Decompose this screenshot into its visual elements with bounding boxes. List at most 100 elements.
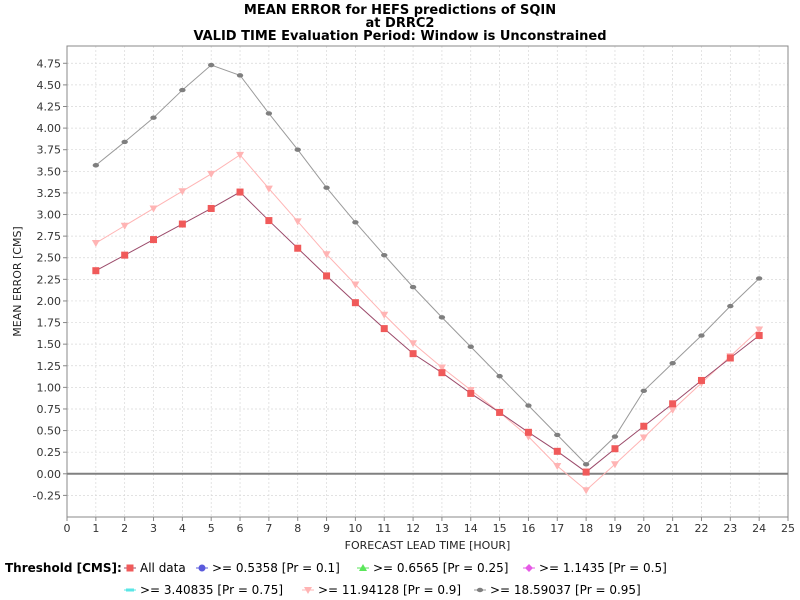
legend-label: >= 0.5358 [Pr = 0.1] (212, 561, 340, 575)
data-point (438, 315, 446, 320)
data-point (554, 432, 561, 438)
data-point (150, 236, 158, 244)
data-point (639, 434, 648, 442)
legend-item: >= 11.94128 [Pr = 0.9] (302, 583, 461, 597)
data-point (524, 428, 532, 436)
data-point (236, 188, 244, 196)
series-6 (92, 62, 763, 467)
data-point (467, 344, 474, 349)
data-point (178, 220, 186, 228)
data-point (755, 326, 764, 334)
data-point (409, 284, 417, 290)
series-line (95, 191, 760, 473)
legend-label: >= 1.1435 [Pr = 0.5] (539, 561, 667, 575)
x-tick-label: 19 (608, 522, 622, 535)
x-tick-label: 12 (406, 522, 420, 535)
data-point (640, 422, 648, 430)
data-point (409, 350, 417, 358)
y-tick-label: 0.00 (37, 468, 62, 481)
data-point (582, 487, 591, 495)
data-point (553, 447, 561, 455)
data-point (726, 354, 734, 362)
data-point (207, 170, 216, 178)
y-tick-label: -0.25 (33, 489, 61, 502)
x-tick-label: 16 (521, 522, 535, 535)
data-point (120, 222, 129, 230)
legend-marker (304, 587, 312, 594)
y-tick-label: 0.75 (37, 403, 62, 416)
data-point (207, 204, 215, 212)
legend-item: >= 0.5358 [Pr = 0.1] (196, 561, 340, 575)
x-tick-label: 24 (752, 522, 766, 535)
y-tick-label: 2.00 (37, 295, 62, 308)
data-point (380, 325, 388, 333)
data-point (755, 276, 763, 281)
data-point (496, 373, 503, 379)
data-point (323, 272, 331, 280)
data-point (669, 360, 676, 366)
x-tick-label: 3 (150, 522, 157, 535)
legend-title: Threshold [CMS]: (5, 561, 122, 575)
data-point (92, 163, 100, 168)
legend-label: >= 18.59037 [Pr = 0.95] (490, 583, 641, 597)
y-tick-label: 3.75 (37, 144, 62, 157)
legend: Threshold [CMS]: All data >= 0.5358 [Pr =… (5, 561, 667, 597)
data-point (179, 87, 186, 93)
legend-item: >= 0.6565 [Pr = 0.25] (357, 561, 508, 575)
legend-label: All data (140, 561, 186, 575)
data-point (121, 251, 129, 259)
data-point (553, 463, 562, 471)
data-point (265, 217, 273, 225)
data-point (149, 205, 158, 213)
y-tick-label: 2.50 (37, 252, 62, 265)
data-point (380, 311, 389, 319)
y-tick-label: 1.00 (37, 381, 62, 394)
x-tick-label: 7 (265, 522, 272, 535)
data-point (293, 218, 302, 226)
y-tick-label: 3.25 (37, 187, 62, 200)
data-point (698, 333, 705, 338)
data-point (409, 340, 418, 348)
y-tick-label: 1.50 (37, 338, 62, 351)
y-tick-label: 0.50 (37, 425, 62, 438)
x-tick-label: 23 (723, 522, 737, 535)
x-tick-label: 17 (550, 522, 564, 535)
data-point (610, 461, 619, 469)
y-tick-label: 0.25 (37, 446, 62, 459)
legend-item: >= 18.59037 [Pr = 0.95] (474, 583, 641, 597)
x-tick-label: 21 (666, 522, 680, 535)
chart-title-line-2: at DRRC2 (366, 16, 435, 31)
legend-marker (126, 588, 134, 592)
x-tick-label: 8 (294, 522, 301, 535)
data-point (322, 251, 331, 259)
legend-marker (525, 564, 533, 572)
x-tick-label: 13 (435, 522, 449, 535)
data-point (496, 408, 504, 416)
y-axis-label: MEAN ERROR [CMS] (11, 226, 24, 336)
data-point (265, 111, 273, 116)
chart-title: MEAN ERROR for HEFS predictions of SQIN … (193, 3, 606, 44)
legend-marker (359, 564, 367, 571)
data-point (438, 369, 446, 377)
data-point (351, 299, 359, 307)
legend-marker (198, 564, 206, 572)
data-point (582, 462, 590, 467)
x-tick-label: 14 (464, 522, 478, 535)
y-tick-label: 3.00 (37, 209, 62, 222)
x-tick-label: 0 (64, 522, 71, 535)
x-tick-label: 11 (377, 522, 391, 535)
data-point (669, 400, 677, 408)
data-point (323, 185, 330, 190)
plot-area (67, 46, 788, 517)
data-point (236, 151, 245, 159)
legend-item: All data (124, 561, 186, 575)
series-layer (91, 62, 764, 495)
data-point (352, 220, 359, 225)
data-point (294, 244, 302, 252)
data-point (121, 139, 128, 145)
y-tick-label: 1.25 (37, 360, 62, 373)
x-tick-label: 9 (323, 522, 330, 535)
series-line (95, 154, 760, 491)
data-point (727, 303, 734, 309)
